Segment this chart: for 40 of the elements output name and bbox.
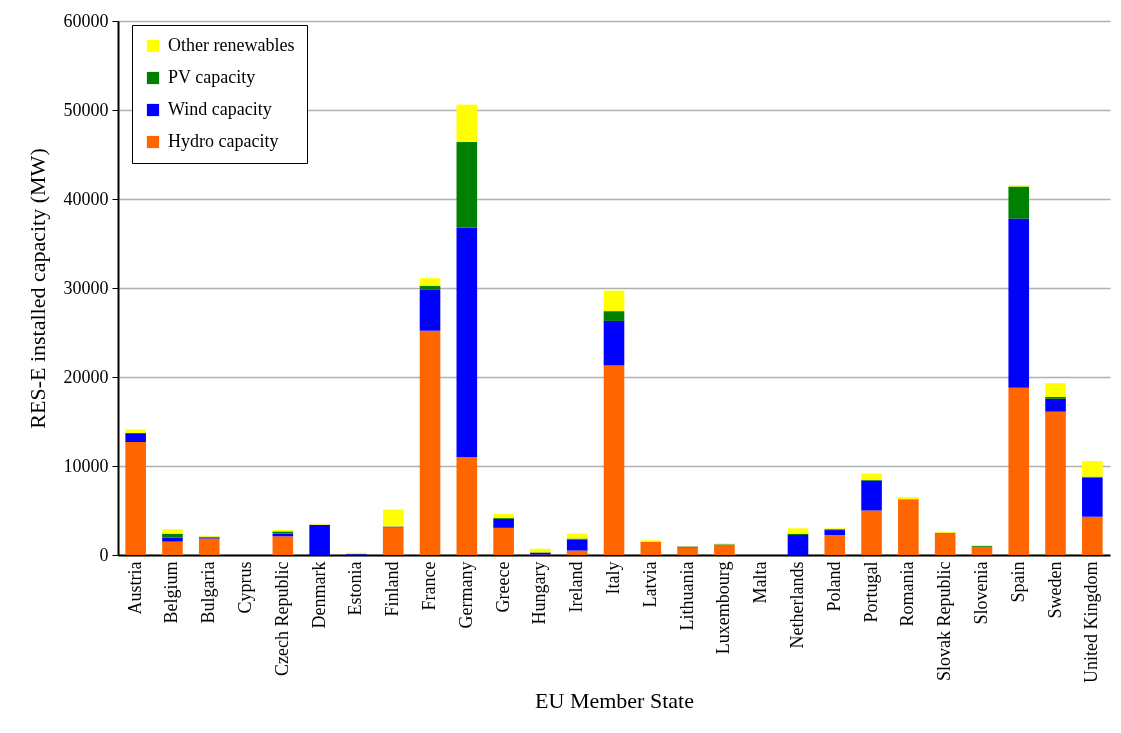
x-tick-label: Denmark xyxy=(308,561,329,629)
x-tick-label: Greece xyxy=(492,561,513,613)
x-tick-label: United Kingdom xyxy=(1081,561,1102,683)
x-tick-label: Poland xyxy=(823,561,844,612)
x-tick-label: Finland xyxy=(382,561,403,617)
legend-label: Wind capacity xyxy=(168,99,272,119)
x-tick-label: France xyxy=(419,561,440,611)
x-tick-label: Belgium xyxy=(161,561,182,624)
y-tick-label: 40000 xyxy=(63,188,109,209)
y-tick-label: 60000 xyxy=(63,10,109,31)
x-axis-title: EU Member State xyxy=(535,687,694,713)
y-tick-label: 30000 xyxy=(63,277,109,298)
x-tick-label: Luxembourg xyxy=(713,561,734,655)
x-tick-label: Spain xyxy=(1007,561,1028,603)
x-tick-label: Germany xyxy=(455,561,476,629)
legend-label: Hydro capacity xyxy=(168,131,279,151)
x-tick-label: Czech Republic xyxy=(271,561,292,676)
y-tick-label: 10000 xyxy=(63,455,109,476)
x-tick-label: Latvia xyxy=(639,561,660,608)
x-tick-label: Slovak Republic xyxy=(934,561,955,681)
y-tick-label: 50000 xyxy=(63,99,109,120)
x-tick-label: Hungary xyxy=(529,561,550,625)
x-tick-label: Romania xyxy=(897,561,918,627)
legend-label: Other renewables xyxy=(168,35,295,55)
x-tick-label: Estonia xyxy=(345,561,366,616)
x-tick-label: Bulgaria xyxy=(198,561,219,624)
x-tick-label: Portugal xyxy=(860,561,881,623)
y-axis-title: RES-E installed capacity (MW) xyxy=(24,148,50,429)
x-tick-label: Slovenia xyxy=(970,561,991,625)
x-tick-label: Cyprus xyxy=(235,561,256,614)
x-tick-label: Malta xyxy=(750,561,771,604)
legend-label: PV capacity xyxy=(168,67,256,87)
y-tick-label: 0 xyxy=(99,544,109,565)
x-tick-label: Italy xyxy=(603,561,623,595)
x-tick-label: Sweden xyxy=(1044,561,1065,619)
x-tick-label: Netherlands xyxy=(786,561,807,649)
y-tick-label: 20000 xyxy=(63,366,109,387)
x-tick-label: Austria xyxy=(124,561,145,615)
x-tick-label: Lithuania xyxy=(676,561,697,631)
x-tick-label: Ireland xyxy=(566,561,587,613)
